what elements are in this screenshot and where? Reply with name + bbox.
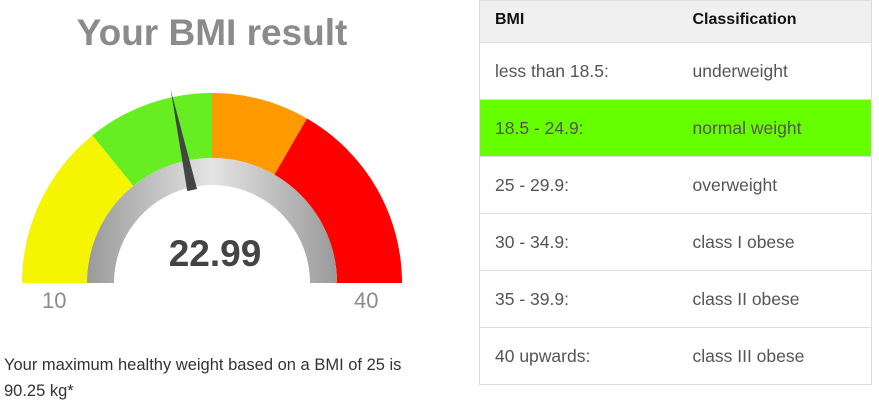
bmi-value: 22.99 <box>168 233 262 274</box>
table-row: 30 - 34.9: class I obese <box>479 213 872 271</box>
row-classification: class III obese <box>676 327 872 385</box>
table-row: 35 - 39.9: class II obese <box>479 270 872 328</box>
gauge-min-label: 10 <box>42 288 67 313</box>
bmi-result-panel: Your BMI result 22.99 10 40 Your maximum… <box>4 12 402 400</box>
gauge-needle <box>170 89 198 192</box>
row-bmi-range: 18.5 - 24.9: <box>479 99 677 157</box>
gauge-band-3 <box>274 118 402 283</box>
row-bmi-range: less than 18.5: <box>479 42 677 100</box>
row-classification: class I obese <box>676 213 872 271</box>
row-bmi-range: 40 upwards: <box>479 327 677 385</box>
row-classification: normal weight <box>676 99 872 157</box>
bmi-gauge <box>22 89 402 283</box>
bmi-classification-table: BMI Classification less than 18.5: under… <box>479 0 872 385</box>
header-classification: Classification <box>676 0 872 43</box>
result-title: Your BMI result <box>76 12 348 53</box>
row-bmi-range: 30 - 34.9: <box>479 213 677 271</box>
row-classification: class II obese <box>676 270 872 328</box>
row-bmi-range: 25 - 29.9: <box>479 156 677 214</box>
row-classification: overweight <box>676 156 872 214</box>
gauge-max-label: 40 <box>354 288 379 313</box>
table-row: 25 - 29.9: overweight <box>479 156 872 214</box>
gauge-band-1 <box>92 93 212 186</box>
row-classification: underweight <box>676 42 872 100</box>
row-bmi-range: 35 - 39.9: <box>479 270 677 328</box>
gauge-band-2 <box>212 93 307 175</box>
table-row: less than 18.5: underweight <box>479 42 872 100</box>
gauge-band-0 <box>22 135 134 283</box>
gauge-inner-ring <box>87 158 337 283</box>
healthy-weight-note: Your maximum healthy weight based on a B… <box>4 356 402 400</box>
table-row: 40 upwards: class III obese <box>479 327 872 385</box>
table-row: 18.5 - 24.9: normal weight <box>479 99 872 157</box>
table-header-row: BMI Classification <box>479 0 872 43</box>
header-bmi: BMI <box>479 0 677 43</box>
